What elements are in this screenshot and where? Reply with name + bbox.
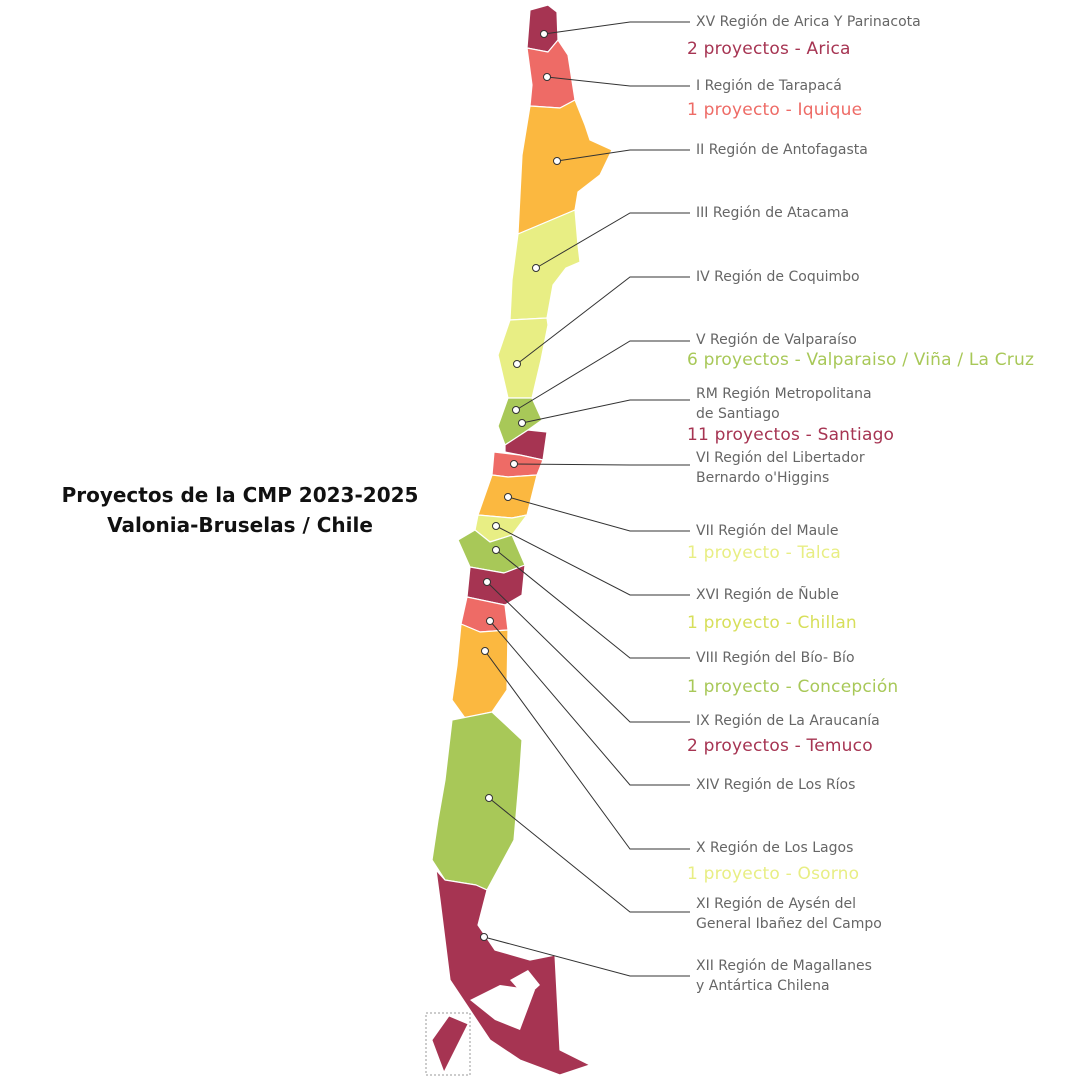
region-name-11: VIII Región del Bío- Bío <box>696 648 855 668</box>
map-regions <box>431 4 613 1076</box>
region-projects-12: 2 proyectos - Temuco <box>687 736 873 756</box>
page-title: Proyectos de la CMP 2023-2025 Valonia-Br… <box>40 480 440 540</box>
inset-frame <box>425 1012 471 1076</box>
leader-lines <box>483 21 690 977</box>
region-projects-7: 11 proyectos - Santiago <box>687 425 895 445</box>
region-shape-5 <box>497 317 549 399</box>
region-name-line: IX Región de La Araucanía <box>696 713 880 729</box>
region-dot-1 <box>540 30 548 38</box>
leader-line-4 <box>535 212 690 269</box>
leader-line-16 <box>483 936 690 977</box>
region-name-9: VII Región del Maule <box>696 521 839 541</box>
region-projects-6: 6 proyectos - Valparaiso / Viña / La Cru… <box>687 350 1035 370</box>
leader-line-6 <box>515 340 690 411</box>
region-name-line: I Región de Tarapacá <box>696 78 842 94</box>
region-dot-14 <box>481 647 489 655</box>
region-dots <box>480 30 561 941</box>
leader-line-7 <box>521 399 690 424</box>
region-name-10: XVI Región de Ñuble <box>696 585 839 605</box>
region-dot-16 <box>480 933 488 941</box>
region-name-line: XV Región de Arica Y Parinacota <box>696 14 921 30</box>
southern-channel-2 <box>510 970 540 998</box>
region-name-line: de Santiago <box>696 406 780 422</box>
region-dot-15 <box>485 794 493 802</box>
region-projects-11: 1 proyecto - Concepción <box>687 677 899 697</box>
region-shape-2 <box>526 39 576 109</box>
region-name-line: VI Región del Libertador <box>696 450 865 466</box>
region-dot-13 <box>486 617 494 625</box>
region-shape-15 <box>431 711 523 891</box>
region-projects-10: 1 proyecto - Chillan <box>687 613 857 633</box>
region-name-line: IV Región de Coquimbo <box>696 269 860 285</box>
region-projects-2: 1 proyecto - Iquique <box>687 100 863 120</box>
region-dot-8 <box>510 460 518 468</box>
region-name-line: XI Región de Aysén del <box>696 896 857 912</box>
leader-line-2 <box>546 76 690 87</box>
antarctica-inset <box>425 1012 471 1076</box>
leader-line-12 <box>486 581 690 723</box>
region-dot-5 <box>513 360 521 368</box>
title-line-2: Valonia-Bruselas / Chile <box>107 513 373 537</box>
region-dot-3 <box>553 157 561 165</box>
leader-line-15 <box>488 797 690 913</box>
region-name-2: I Región de Tarapacá <box>696 76 842 96</box>
leader-line-14 <box>484 650 690 850</box>
region-name-15: XI Región de Aysén del General Ibañez del… <box>696 894 882 934</box>
antarctic-territory-shape <box>431 1015 469 1073</box>
leader-line-3 <box>556 149 690 162</box>
leader-line-10 <box>495 525 690 596</box>
leader-line-11 <box>495 549 690 659</box>
southern-channel-1 <box>470 985 535 1030</box>
region-dot-6 <box>512 406 520 414</box>
region-name-16: XII Región de Magallanes y Antártica Chil… <box>696 956 872 996</box>
region-name-5: IV Región de Coquimbo <box>696 267 860 287</box>
region-name-line: XIV Región de Los Ríos <box>696 777 856 793</box>
region-projects-9: 1 proyecto - Talca <box>687 543 841 563</box>
region-name-line: VIII Región del Bío- Bío <box>696 650 855 666</box>
region-dot-9 <box>504 493 512 501</box>
region-dot-12 <box>483 578 491 586</box>
region-dot-7 <box>518 419 526 427</box>
leader-line-8 <box>513 463 690 466</box>
leader-line-9 <box>507 496 690 532</box>
region-name-7: RM Región Metropolitana de Santiago <box>696 384 872 424</box>
region-shape-4 <box>509 209 581 321</box>
region-name-line: Bernardo o'Higgins <box>696 470 830 486</box>
region-name-3: II Región de Antofagasta <box>696 140 868 160</box>
region-name-line: XII Región de Magallanes <box>696 958 872 974</box>
region-name-6: V Región de Valparaíso <box>696 330 857 350</box>
region-dot-2 <box>543 73 551 81</box>
region-name-line: y Antártica Chilena <box>696 978 830 994</box>
region-name-4: III Región de Atacama <box>696 203 849 223</box>
region-name-line: XVI Región de Ñuble <box>696 587 839 603</box>
leader-line-5 <box>516 276 690 365</box>
leader-line-13 <box>489 620 690 786</box>
region-name-line: V Región de Valparaíso <box>696 332 857 348</box>
region-shape-3 <box>517 99 613 235</box>
leader-line-1 <box>543 21 690 35</box>
region-shape-16 <box>435 869 591 1076</box>
region-name-line: General Ibañez del Campo <box>696 916 882 932</box>
region-name-13: XIV Región de Los Ríos <box>696 775 855 795</box>
region-name-8: VI Región del Libertador Bernardo o'Higgi… <box>696 448 865 488</box>
region-name-line: VII Región del Maule <box>696 523 839 539</box>
region-dot-11 <box>492 546 500 554</box>
title-line-1: Proyectos de la CMP 2023-2025 <box>61 483 419 507</box>
region-name-line: III Región de Atacama <box>696 205 850 221</box>
region-name-line: II Región de Antofagasta <box>696 142 868 158</box>
region-name-14: X Región de Los Lagos <box>696 838 853 858</box>
region-projects-1: 2 proyectos - Arica <box>687 39 851 59</box>
region-dot-4 <box>532 264 540 272</box>
region-dot-10 <box>492 522 500 530</box>
region-name-line: RM Región Metropolitana <box>696 386 872 402</box>
region-name-12: IX Región de La Araucanía <box>696 711 880 731</box>
region-projects-14: 1 proyecto - Osorno <box>687 864 860 884</box>
region-name-line: X Región de Los Lagos <box>696 840 854 856</box>
region-name-1: XV Región de Arica Y Parinacota <box>696 12 921 32</box>
